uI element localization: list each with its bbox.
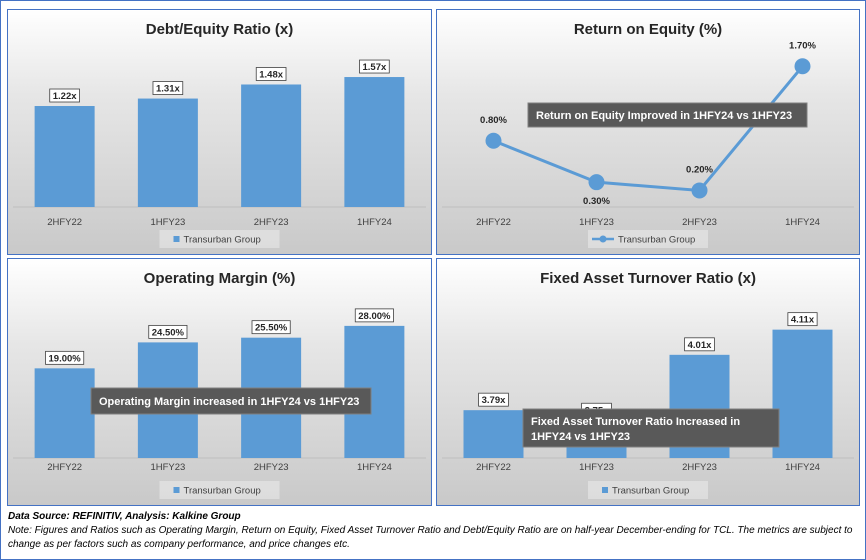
x-tick-label: 1HFY23 <box>150 462 185 473</box>
data-label: 0.30% <box>583 196 610 207</box>
debt-equity-chart: Debt/Equity Ratio (x) 2HFY22 1HFY23 2HFY23 1… <box>13 21 426 248</box>
chart-title: Operating Margin (%) <box>144 270 296 287</box>
data-label-box <box>45 350 85 365</box>
annotation-box <box>522 408 780 448</box>
roe-chart: Return on Equity (%) 2HFY22 1HFY23 2HFY23 1H… <box>442 21 854 248</box>
footnote-text: Note: Figures and Ratios such as Operati… <box>8 525 853 550</box>
legend-marker <box>599 235 607 243</box>
data-label: 1.57x <box>362 62 386 73</box>
debt-equity-chart-panel: Debt/Equity Ratio (x) 2HFY22 1HFY23 2HFY23 1… <box>7 9 432 255</box>
data-label: 0.20% <box>686 164 713 175</box>
x-tick-label: 2HFY23 <box>254 217 289 228</box>
annotation-box <box>90 387 372 415</box>
bar <box>34 368 95 458</box>
chart-title: Fixed Asset Turnover Ratio (x) <box>540 270 756 287</box>
data-label: 24.50% <box>152 327 185 338</box>
data-label: 19.00% <box>49 353 82 364</box>
x-tick-label: 2HFY22 <box>47 462 82 473</box>
data-label: 25.50% <box>255 323 288 334</box>
data-label: 0.80% <box>480 115 507 126</box>
legend-bg <box>588 481 708 499</box>
x-tick-label: 2HFY22 <box>47 217 82 228</box>
data-label-box <box>152 81 184 95</box>
data-label: 28.00% <box>358 311 391 322</box>
data-label: 1.31x <box>156 84 180 95</box>
x-tick-label: 2HFY22 <box>476 462 511 473</box>
annotation-box <box>527 102 808 128</box>
x-tick-label: 2HFY23 <box>254 462 289 473</box>
fixed-asset-turnover-chart-panel: Fixed Asset Turnover Ratio (x) 2HFY22 1HFY… <box>436 258 860 506</box>
bar <box>344 77 405 208</box>
legend-label: Transurban Group <box>618 235 695 246</box>
data-label-box <box>787 312 818 327</box>
bar <box>241 84 302 207</box>
data-label-box <box>49 88 80 103</box>
annotation-text-line1: Fixed Asset Turnover Ratio Increased in <box>531 416 740 428</box>
data-label-box <box>359 59 390 74</box>
data-label: 3.79x <box>482 395 506 406</box>
chart-title: Debt/Equity Ratio (x) <box>146 21 294 38</box>
data-label: 1.48x <box>259 69 283 80</box>
bar <box>34 106 95 207</box>
x-tick-label: 1HFY24 <box>785 462 820 473</box>
roe-chart-panel: Return on Equity (%) 2HFY22 1HFY23 2HFY23 1H… <box>436 9 860 255</box>
series-line <box>492 65 804 193</box>
legend-bg <box>588 230 708 248</box>
legend-bg <box>159 230 280 248</box>
data-label: 4.01x <box>688 340 712 351</box>
data-label-box <box>251 320 291 335</box>
legend-label: Transurban Group <box>184 486 261 497</box>
annotation-text: Return on Equity Improved in 1HFY24 vs 1… <box>536 110 792 122</box>
footer: Data Source: REFINITIV, Analysis: Kalkin… <box>8 510 858 552</box>
line-point <box>485 132 502 149</box>
data-label-box <box>148 324 188 339</box>
x-tick-label: 2HFY23 <box>682 462 717 473</box>
legend-swatch <box>173 487 180 493</box>
x-tick-label: 2HFY22 <box>476 217 511 228</box>
bar <box>463 410 524 458</box>
legend-label: Transurban Group <box>612 486 689 497</box>
x-tick-label: 1HFY23 <box>150 217 185 228</box>
line-point <box>691 182 708 199</box>
data-label-box <box>684 337 715 352</box>
line-point <box>794 58 811 75</box>
data-source-text: Data Source: REFINITIV, Analysis: Kalkin… <box>8 511 241 522</box>
data-label-box <box>478 392 509 407</box>
bar <box>772 329 833 458</box>
bar <box>137 98 198 207</box>
data-label: 1.22x <box>53 91 77 102</box>
x-tick-label: 1HFY24 <box>357 217 392 228</box>
data-label: 1.70% <box>789 40 816 51</box>
legend-swatch <box>602 487 608 493</box>
legend-swatch <box>173 236 180 242</box>
data-label: 4.11x <box>791 315 815 326</box>
operating-margin-chart: Operating Margin (%) 2HFY22 1HFY23 2HFY23 1H… <box>13 270 426 499</box>
x-tick-label: 1HFY24 <box>357 462 392 473</box>
annotation-text: Operating Margin increased in 1HFY24 vs … <box>99 396 359 408</box>
data-label-box <box>354 308 394 323</box>
x-tick-label: 1HFY24 <box>785 217 820 228</box>
data-label-box <box>255 67 287 81</box>
legend-label: Transurban Group <box>184 235 261 246</box>
line-point <box>588 174 605 191</box>
x-tick-label: 2HFY23 <box>682 217 717 228</box>
x-tick-label: 1HFY23 <box>579 462 614 473</box>
x-tick-label: 1HFY23 <box>579 217 614 228</box>
annotation-text-line2: 1HFY24 vs 1HFY23 <box>531 431 630 443</box>
legend-bg <box>159 481 280 499</box>
chart-title: Return on Equity (%) <box>574 21 722 38</box>
fixed-asset-turnover-chart: Fixed Asset Turnover Ratio (x) 2HFY22 1HFY… <box>442 270 854 499</box>
operating-margin-chart-panel: Operating Margin (%) 2HFY22 1HFY23 2HFY23 1H… <box>7 258 432 506</box>
